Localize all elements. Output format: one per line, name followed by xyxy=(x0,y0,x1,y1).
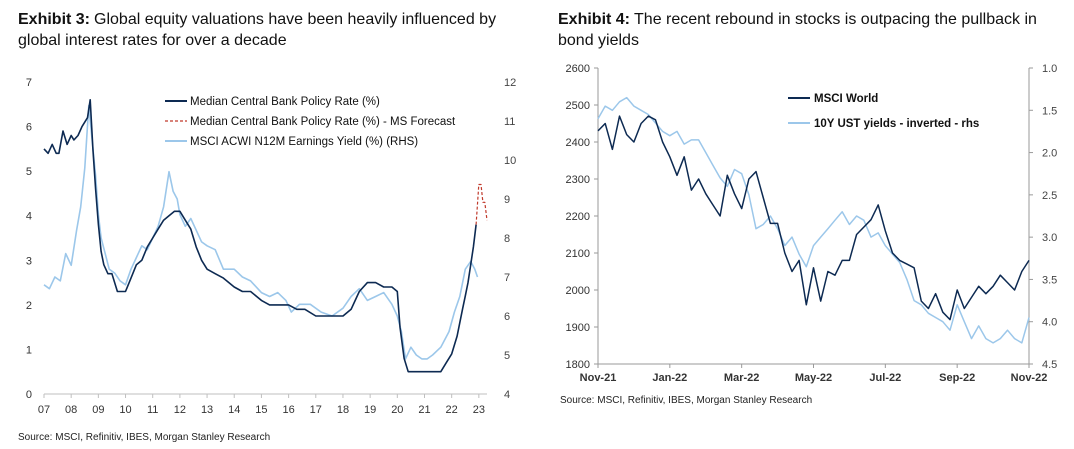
left-axis-tick-label: 7 xyxy=(26,77,32,89)
x-axis-tick-label: 15 xyxy=(255,404,267,416)
right-axis-tick-label: 12 xyxy=(504,77,516,89)
x-axis-tick-label: 08 xyxy=(65,404,77,416)
x-axis-tick-label: Mar-22 xyxy=(724,372,759,384)
x-axis-tick-label: 20 xyxy=(391,404,403,416)
x-axis-tick-label: 09 xyxy=(92,404,104,416)
x-axis-tick-label: 07 xyxy=(38,404,50,416)
right-axis-tick-label: 1.0 xyxy=(1042,63,1057,75)
right-axis-tick-label: 2.0 xyxy=(1042,148,1057,160)
left-axis-tick-label: 2200 xyxy=(566,211,590,223)
x-axis-tick-label: 11 xyxy=(147,404,158,416)
left-axis-tick-label: 5 xyxy=(26,166,32,178)
right-axis-tick-label: 8 xyxy=(504,233,510,245)
right-axis-tick-label: 4.5 xyxy=(1042,359,1057,371)
exhibit-3-title-text: Global equity valuations have been heavi… xyxy=(18,11,497,49)
x-axis-tick-label: 19 xyxy=(364,404,376,416)
exhibit-4-title: Exhibit 4: The recent rebound in stocks i… xyxy=(558,9,1058,51)
chart-legend: Median Central Bank Policy Rate (%) Medi… xyxy=(165,96,456,148)
series-line-msci-world xyxy=(597,115,1030,321)
exhibit-4-panel: Exhibit 4: The recent rebound in stocks i… xyxy=(540,0,1074,449)
left-axis-tick-label: 1900 xyxy=(566,322,590,334)
x-axis-tick-label: 23 xyxy=(473,404,485,416)
x-axis-tick-label: 10 xyxy=(119,404,131,416)
series-line-ms-forecast xyxy=(475,183,488,225)
right-axis-tick-label: 4.0 xyxy=(1042,317,1057,329)
exhibit-3-source: Source: MSCI, Refinitiv, IBES, Morgan St… xyxy=(18,432,271,443)
right-axis-tick-label: 11 xyxy=(504,116,515,128)
x-axis-tick-label: Sep-22 xyxy=(939,372,975,384)
left-axis-tick-label: 2000 xyxy=(566,285,590,297)
right-axis-tick-label: 10 xyxy=(504,155,516,167)
x-axis-tick-label: 17 xyxy=(310,404,322,416)
x-axis-tick-label: 14 xyxy=(228,404,240,416)
x-axis-tick-label: Jan-22 xyxy=(652,372,687,384)
right-axis-tick-label: 7 xyxy=(504,272,510,284)
x-axis-tick-label: 18 xyxy=(337,404,349,416)
left-axis-tick-label: 2300 xyxy=(566,174,590,186)
exhibit-4-source: Source: MSCI, Refinitiv, IBES, Morgan St… xyxy=(560,395,813,406)
left-axis-tick-label: 2 xyxy=(26,300,32,312)
x-axis-tick-label: 21 xyxy=(418,404,430,416)
right-axis-tick-label: 3.0 xyxy=(1042,232,1057,244)
x-axis-tick-label: Nov-22 xyxy=(1011,372,1048,384)
legend-label-policy-rate: Median Central Bank Policy Rate (%) xyxy=(190,96,380,108)
series-line-earnings-yield xyxy=(43,104,479,360)
exhibit-4-chart: 1800 1900 2000 2100 2200 2300 2400 2500 2600 1.0 1… xyxy=(566,63,1058,384)
right-axis-tick-label: 9 xyxy=(504,194,510,206)
exhibit-3-title: Exhibit 3: Global equity valuations have … xyxy=(18,9,523,51)
legend-label-ust-yield: 10Y UST yields - inverted - rhs xyxy=(814,118,979,130)
legend-label-ms-forecast: Median Central Bank Policy Rate (%) - MS… xyxy=(190,116,456,128)
x-axis-tick-label: Nov-21 xyxy=(580,372,617,384)
left-axis-tick-label: 3 xyxy=(26,255,32,267)
exhibit-3-label: Exhibit 3: xyxy=(18,11,91,28)
chart-legend: MSCI World 10Y UST yields - inverted - r… xyxy=(788,93,979,130)
x-axis-tick-label: May-22 xyxy=(795,372,832,384)
right-axis-tick-label: 4 xyxy=(504,389,510,401)
right-axis-tick-label: 3.5 xyxy=(1042,274,1057,286)
right-axis-tick-label: 5 xyxy=(504,350,510,362)
left-axis-tick-label: 2100 xyxy=(566,248,590,260)
left-axis-tick-label: 2500 xyxy=(566,100,590,112)
left-axis-tick-label: 2600 xyxy=(566,63,590,75)
right-axis-tick-label: 6 xyxy=(504,311,510,323)
series-line-policy-rate xyxy=(43,99,477,373)
series-line-ust-yield xyxy=(597,96,1030,344)
right-axis-tick-label: 1.5 xyxy=(1042,105,1057,117)
x-axis-tick-label: Jul-22 xyxy=(869,372,901,384)
legend-label-earnings-yield: MSCI ACWI N12M Earnings Yield (%) (RHS) xyxy=(190,136,418,148)
exhibit-4-label: Exhibit 4: xyxy=(558,11,631,28)
left-axis-tick-label: 1 xyxy=(26,344,32,356)
x-axis-tick-label: 12 xyxy=(174,404,186,416)
x-axis-tick-label: 16 xyxy=(282,404,294,416)
legend-label-msci-world: MSCI World xyxy=(814,93,878,105)
left-axis-tick-label: 4 xyxy=(26,211,32,223)
right-axis-tick-label: 2.5 xyxy=(1042,190,1057,202)
x-axis-tick-label: 13 xyxy=(201,404,213,416)
x-axis-tick-label: 22 xyxy=(446,404,458,416)
left-axis-tick-label: 2400 xyxy=(566,137,590,149)
left-axis-tick-label: 6 xyxy=(26,122,32,134)
left-axis-tick-label: 0 xyxy=(26,389,32,401)
left-axis-tick-label: 1800 xyxy=(566,359,590,371)
exhibit-4-title-text: The recent rebound in stocks is outpacin… xyxy=(558,11,1037,49)
exhibit-3-panel: Exhibit 3: Global equity valuations have … xyxy=(0,0,535,449)
